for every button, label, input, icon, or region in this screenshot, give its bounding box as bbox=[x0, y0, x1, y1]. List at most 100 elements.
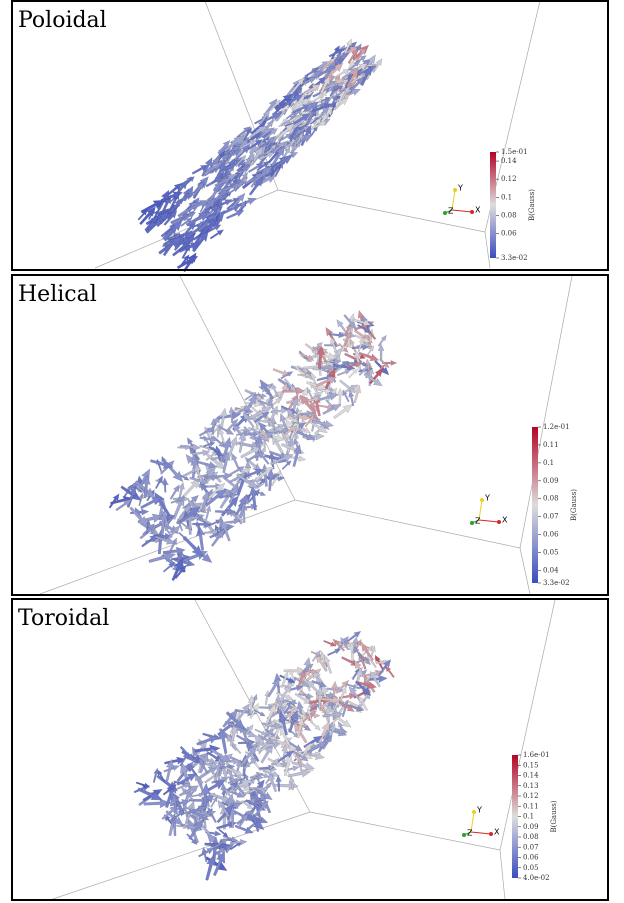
orientation-label: Z bbox=[475, 517, 481, 526]
vector-glyph bbox=[230, 783, 240, 798]
vector-glyph bbox=[213, 207, 221, 221]
vector-glyph bbox=[225, 711, 245, 730]
colorbar-tick-label: 1.6e-01 bbox=[523, 751, 550, 759]
vector-glyph bbox=[243, 468, 264, 478]
vector-glyph bbox=[324, 358, 342, 365]
vector-glyph bbox=[372, 58, 383, 74]
vector-glyph bbox=[238, 493, 249, 519]
vector-glyph bbox=[296, 132, 304, 145]
vector-glyph bbox=[162, 784, 177, 796]
vector-glyph bbox=[129, 506, 149, 528]
vector-glyph bbox=[325, 705, 332, 723]
vector-glyph bbox=[338, 701, 355, 712]
panel: Poloidal 1.5e-010.14 0.12 0.1 0.08 0.06 3.3e-0… bbox=[11, 0, 609, 273]
vector-glyph bbox=[214, 159, 226, 183]
vector-glyph bbox=[265, 143, 277, 155]
vector-glyph bbox=[198, 427, 215, 437]
vector-glyph bbox=[203, 474, 218, 481]
vector-glyph bbox=[360, 642, 374, 662]
vector-glyph bbox=[195, 520, 201, 535]
vector-glyph bbox=[275, 701, 287, 719]
colorbar-tick-label: 3.3e-02 bbox=[501, 254, 528, 262]
bounding-edge bbox=[39, 499, 296, 595]
vector-glyph bbox=[352, 318, 372, 327]
vector-glyph bbox=[333, 52, 351, 62]
vector-glyph bbox=[346, 67, 359, 88]
vector-glyph bbox=[271, 382, 279, 398]
vector-glyph bbox=[355, 47, 367, 63]
vector-glyph bbox=[299, 394, 316, 415]
vector-glyph bbox=[231, 452, 240, 470]
vector-glyph bbox=[229, 723, 239, 747]
vector-glyph bbox=[340, 636, 350, 651]
vector-glyph bbox=[198, 847, 215, 858]
orientation-label: Y bbox=[457, 184, 463, 193]
vector-glyph bbox=[258, 141, 271, 149]
vector-glyph bbox=[185, 211, 211, 227]
vector-glyph bbox=[179, 751, 189, 767]
vector-glyph bbox=[281, 425, 298, 437]
vector-glyph bbox=[378, 658, 391, 676]
colorbar-tick-label: 0.09 bbox=[523, 823, 539, 831]
vector-glyph bbox=[228, 484, 239, 504]
vector-glyph bbox=[253, 393, 268, 398]
vector-glyph bbox=[179, 521, 191, 530]
vector-glyph bbox=[307, 419, 328, 434]
vector-glyph bbox=[365, 358, 371, 373]
bounding-edge bbox=[519, 275, 573, 549]
vector-glyph bbox=[176, 255, 199, 270]
vector-glyph bbox=[322, 734, 333, 750]
vector-glyph bbox=[280, 371, 294, 380]
vector-glyph bbox=[267, 677, 280, 698]
vector-glyph bbox=[152, 767, 159, 783]
vector-glyph bbox=[291, 761, 316, 771]
vector-glyph bbox=[182, 535, 204, 557]
vector-glyph bbox=[175, 782, 191, 791]
bounding-edge bbox=[277, 189, 486, 233]
colorbar bbox=[490, 152, 496, 258]
vector-glyph bbox=[311, 341, 323, 353]
vector-glyph bbox=[214, 445, 221, 461]
vector-glyph bbox=[292, 750, 309, 762]
vector-glyph bbox=[253, 709, 266, 717]
vector-glyph bbox=[319, 98, 330, 108]
vector-glyph bbox=[251, 813, 260, 832]
vector-glyph bbox=[322, 710, 344, 719]
colorbar-tick-label: 0.07 bbox=[523, 843, 539, 851]
vector-glyph bbox=[216, 193, 229, 205]
vector-glyph bbox=[170, 497, 186, 504]
vector-glyph bbox=[171, 558, 183, 581]
vector-glyph bbox=[180, 211, 197, 222]
vector-glyph bbox=[161, 804, 179, 821]
vector-glyph bbox=[278, 711, 288, 736]
vector-glyph bbox=[316, 345, 326, 369]
vector-glyph bbox=[249, 702, 259, 720]
vector-glyph bbox=[203, 441, 216, 447]
vector-glyph bbox=[200, 782, 211, 811]
vector-glyph bbox=[258, 764, 276, 771]
vector-glyph bbox=[254, 411, 270, 424]
vector-glyph bbox=[214, 508, 236, 516]
vector-glyph bbox=[182, 478, 201, 498]
vector-glyph bbox=[236, 812, 249, 830]
vector-glyph bbox=[209, 229, 225, 240]
vector-glyph bbox=[213, 838, 229, 849]
vector-glyph bbox=[305, 712, 321, 719]
vector-glyph bbox=[296, 716, 305, 738]
vector-glyph bbox=[266, 468, 275, 491]
bounding-edge bbox=[204, 0, 279, 191]
vector-glyph bbox=[292, 443, 302, 468]
orientation-label: Z bbox=[448, 207, 454, 216]
vector-glyph bbox=[268, 772, 278, 793]
vector-glyph bbox=[333, 404, 353, 420]
vector-glyph bbox=[165, 758, 175, 782]
vector-glyph bbox=[265, 136, 275, 148]
vector-glyph bbox=[339, 686, 347, 703]
vector-glyph bbox=[283, 378, 297, 393]
vector-glyph bbox=[358, 351, 380, 362]
vector-glyph bbox=[238, 431, 247, 453]
vector-glyph bbox=[192, 181, 205, 198]
vector-glyph bbox=[162, 477, 168, 493]
bounding-edge bbox=[519, 547, 531, 595]
